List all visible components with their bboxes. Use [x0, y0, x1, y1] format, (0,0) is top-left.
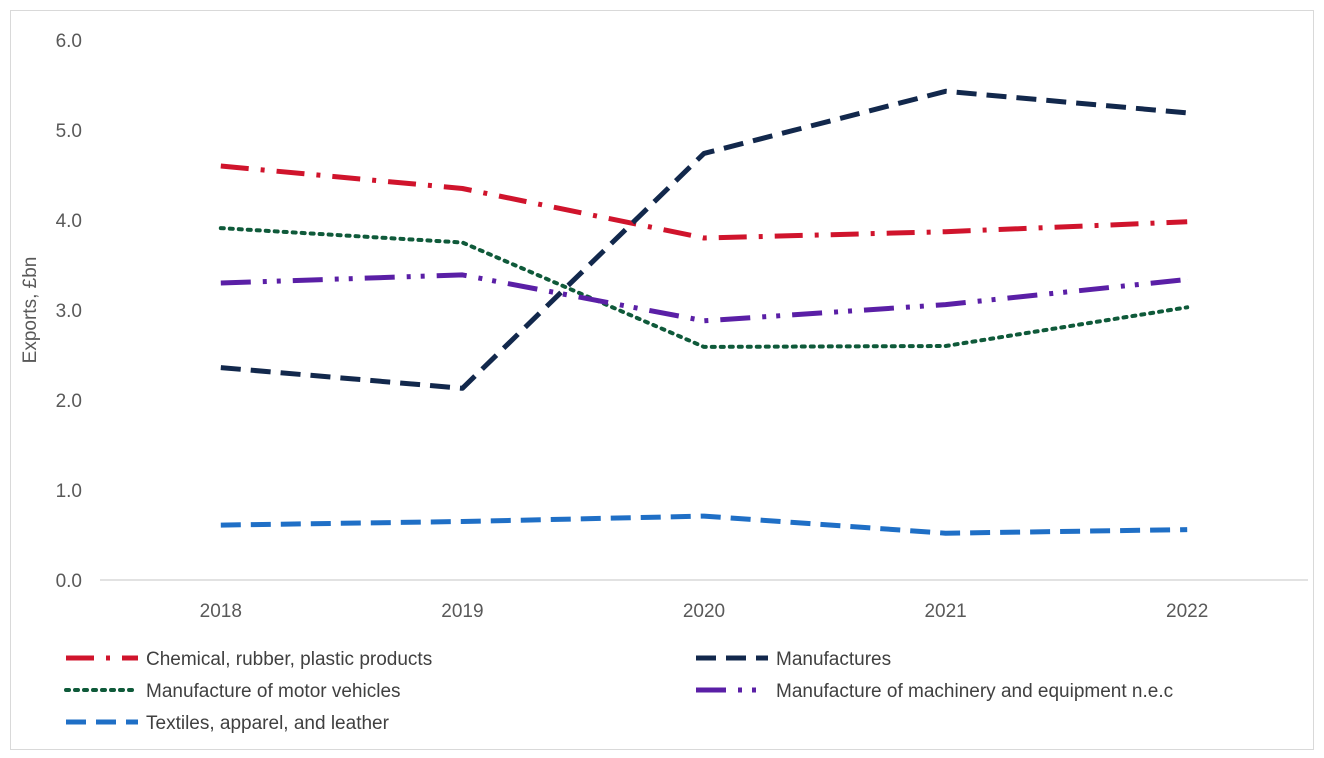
legend-label: Chemical, rubber, plastic products	[146, 649, 432, 670]
series-line-0	[220, 163, 1188, 241]
y-tick-label: 3.0	[56, 301, 82, 322]
x-tick-label: 2020	[683, 601, 725, 622]
legend-label: Textiles, apparel, and leather	[146, 713, 390, 734]
legend-label: Manufacture of machinery and equipment n…	[776, 681, 1173, 702]
y-tick-label: 6.0	[56, 31, 82, 52]
y-tick-label: 5.0	[56, 121, 82, 142]
x-tick-label: 2018	[200, 601, 242, 622]
chart-frame	[10, 10, 1314, 750]
y-tick-label: 1.0	[56, 481, 82, 502]
y-axis-title: Exports, £bn	[20, 257, 41, 364]
legend-label: Manufacture of motor vehicles	[146, 681, 401, 702]
y-tick-label: 2.0	[56, 391, 82, 412]
legend-label: Manufactures	[776, 649, 891, 670]
x-tick-label: 2019	[441, 601, 483, 622]
y-tick-label: 0.0	[56, 571, 82, 592]
series-line-3	[220, 272, 1188, 324]
y-tick-label: 4.0	[56, 211, 82, 232]
series-line-2	[218, 226, 1190, 349]
series-line-4	[220, 513, 1188, 536]
x-tick-label: 2022	[1166, 601, 1208, 622]
x-tick-label: 2021	[924, 601, 966, 622]
